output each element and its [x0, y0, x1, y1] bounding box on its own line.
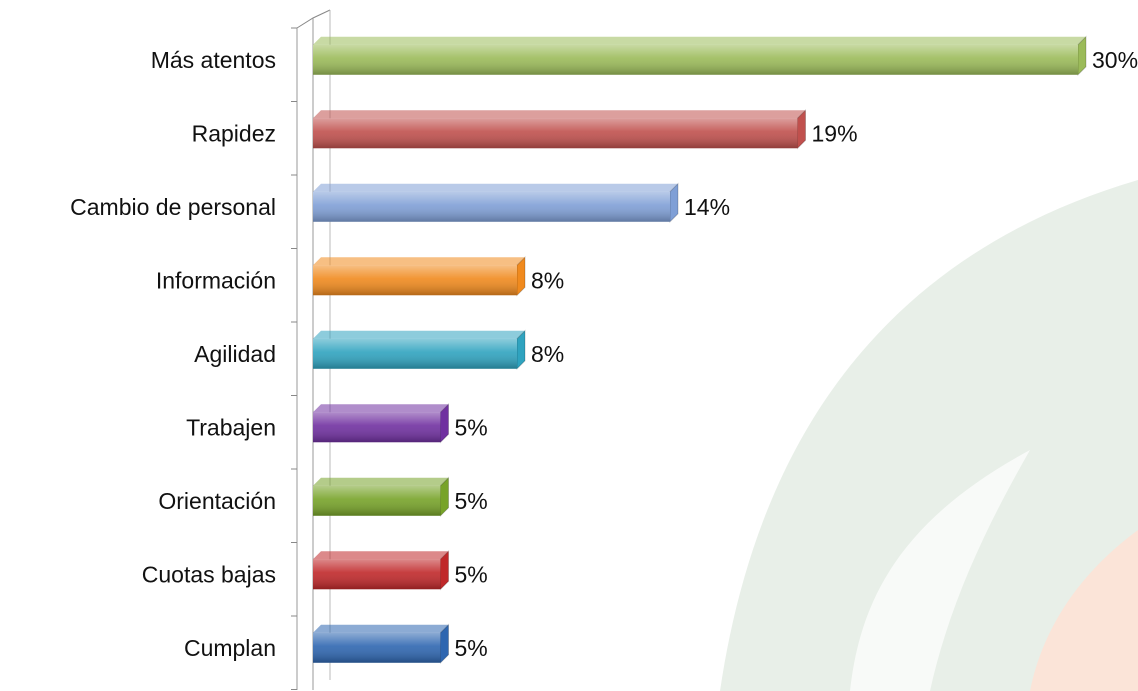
category-label: Orientación — [158, 488, 276, 514]
bar-shine — [313, 118, 798, 149]
bar-top — [313, 110, 806, 119]
bar-top — [313, 404, 449, 413]
category-label: Información — [156, 267, 276, 293]
category-label: Más atentos — [151, 47, 276, 73]
watermark-shape — [1030, 530, 1138, 691]
bar-top — [313, 330, 525, 339]
value-label: 5% — [455, 488, 488, 514]
bar-shine — [313, 338, 517, 369]
value-label: 19% — [812, 120, 858, 146]
bar-shine — [313, 44, 1078, 75]
category-label: Trabajen — [186, 414, 276, 440]
bar-top — [313, 257, 525, 266]
bar-shine — [313, 559, 441, 590]
bar-top — [313, 477, 449, 486]
category-label: Rapidez — [192, 120, 276, 146]
value-label: 5% — [455, 414, 488, 440]
bar-top — [313, 624, 449, 633]
value-label: 8% — [531, 267, 564, 293]
value-label: 30% — [1092, 47, 1138, 73]
category-label: Agilidad — [194, 341, 276, 367]
bar-top — [313, 551, 449, 560]
value-label: 14% — [684, 194, 730, 220]
value-label: 8% — [531, 341, 564, 367]
value-label: 5% — [455, 561, 488, 587]
category-label: Cumplan — [184, 635, 276, 661]
bar-shine — [313, 412, 441, 443]
category-label: Cuotas bajas — [142, 561, 276, 587]
value-label: 5% — [455, 635, 488, 661]
watermark — [720, 180, 1138, 691]
bar-shine — [313, 485, 441, 516]
bar-top — [313, 183, 678, 192]
category-label: Cambio de personal — [70, 194, 276, 220]
bar-shine — [313, 191, 670, 222]
bar-shine — [313, 632, 441, 663]
bar-shine — [313, 265, 517, 296]
bar-top — [313, 36, 1086, 45]
watermark-shape — [850, 450, 1030, 691]
watermark-shape — [720, 180, 1138, 691]
